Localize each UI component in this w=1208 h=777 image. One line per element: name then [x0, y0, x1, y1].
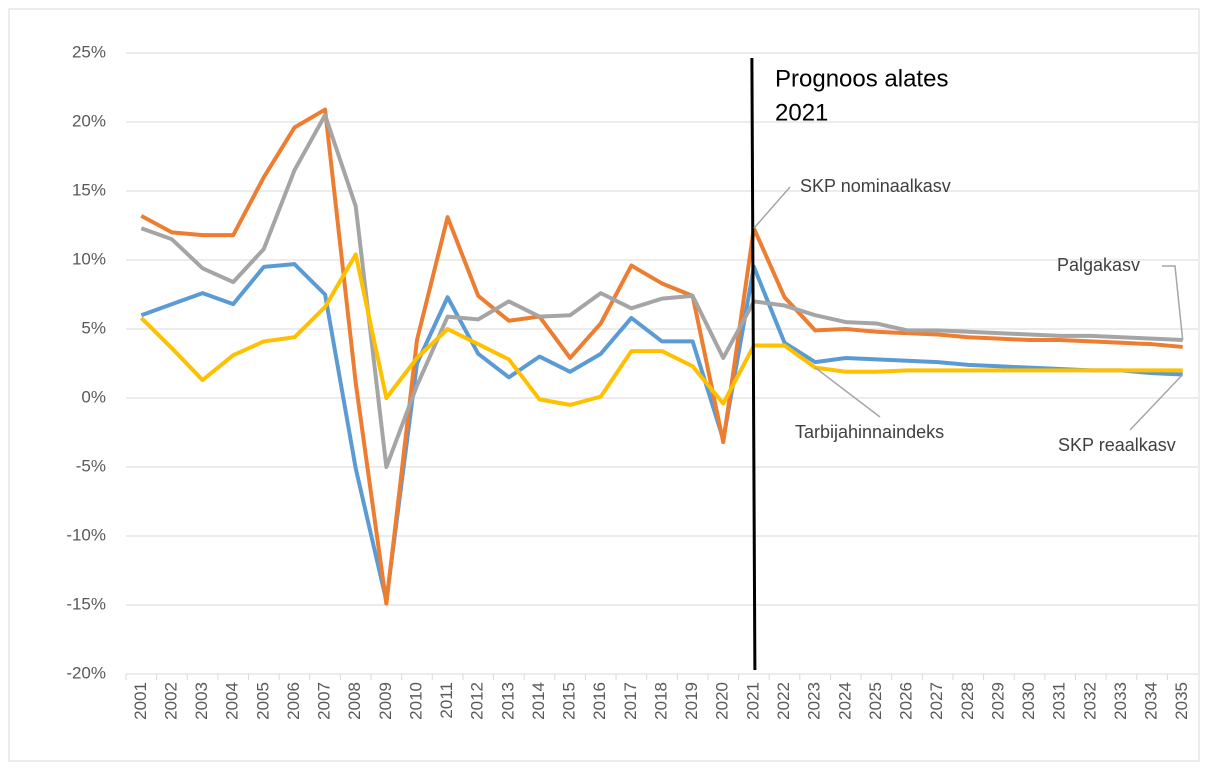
x-tick-label: 2020 [713, 682, 732, 720]
legend-label: SKP nominaalkasv [800, 176, 951, 196]
x-tick-label: 2025 [866, 682, 885, 720]
x-tick-label: 2018 [651, 682, 670, 720]
y-tick-label: 10% [72, 249, 106, 268]
x-tick-label: 2032 [1080, 682, 1099, 720]
x-tick-label: 2028 [958, 682, 977, 720]
series-line [140, 107, 1183, 606]
y-tick-label: 5% [81, 318, 106, 337]
y-tick-label: 15% [72, 180, 106, 199]
x-tick-label: 2033 [1111, 682, 1130, 720]
legend-label: Palgakasv [1057, 255, 1140, 275]
x-tick-label: 2024 [835, 682, 854, 720]
x-tick-label: 2002 [161, 682, 180, 720]
x-tick-label: 2019 [682, 682, 701, 720]
x-tick-label: 2021 [743, 682, 762, 720]
x-tick-label: 2007 [315, 682, 334, 720]
x-tick-label: 2012 [468, 682, 487, 720]
callout-line [814, 367, 881, 418]
x-tick-label: 2004 [223, 682, 242, 720]
callout-line [1162, 265, 1184, 341]
series-line [140, 113, 1183, 469]
series-line [139, 252, 1183, 407]
callout-line [1129, 374, 1184, 431]
x-tick-label: 2014 [529, 682, 548, 720]
x-tick-label: 2016 [590, 682, 609, 720]
y-tick-label: -10% [66, 525, 106, 544]
callout-line [753, 186, 791, 229]
x-tick-label: 2006 [284, 682, 303, 720]
x-tick-label: 2030 [1019, 682, 1038, 720]
y-tick-label: 25% [72, 42, 106, 61]
series-line [140, 262, 1183, 603]
x-tick-label: 2022 [774, 682, 793, 720]
forecast-line [750, 57, 757, 671]
legend-label: SKP reaalkasv [1058, 435, 1176, 455]
y-tick-label: -15% [66, 594, 106, 613]
x-tick-label: 2010 [406, 682, 425, 720]
x-tick-label: 2008 [345, 682, 364, 720]
x-tick-label: 2011 [437, 682, 456, 719]
chart-border [8, 8, 1200, 762]
x-tick-label: 2013 [498, 682, 517, 720]
x-tick-label: 2029 [988, 682, 1007, 720]
y-tick-label: 0% [81, 387, 106, 406]
x-tick-label: 2017 [621, 682, 640, 720]
x-tick-label: 2001 [131, 682, 150, 720]
y-tick-label: 20% [72, 111, 106, 130]
x-tick-label: 2031 [1050, 682, 1069, 720]
x-tick-label: 2023 [805, 682, 824, 720]
x-tick-label: 2034 [1142, 682, 1161, 720]
x-tick-label: 2027 [927, 682, 946, 720]
annotation: Prognoos alates [775, 65, 948, 92]
legend-label: Tarbijahinnaindeks [795, 422, 944, 442]
x-tick-label: 2026 [897, 682, 916, 720]
y-tick-label: -5% [76, 456, 106, 475]
x-tick-label: 2015 [560, 682, 579, 720]
x-tick-label: 2009 [376, 682, 395, 720]
y-tick-label: -20% [66, 663, 106, 682]
x-tick-label: 2005 [253, 682, 272, 720]
x-tick-label: 2003 [192, 682, 211, 720]
x-tick-label: 2035 [1172, 682, 1191, 720]
